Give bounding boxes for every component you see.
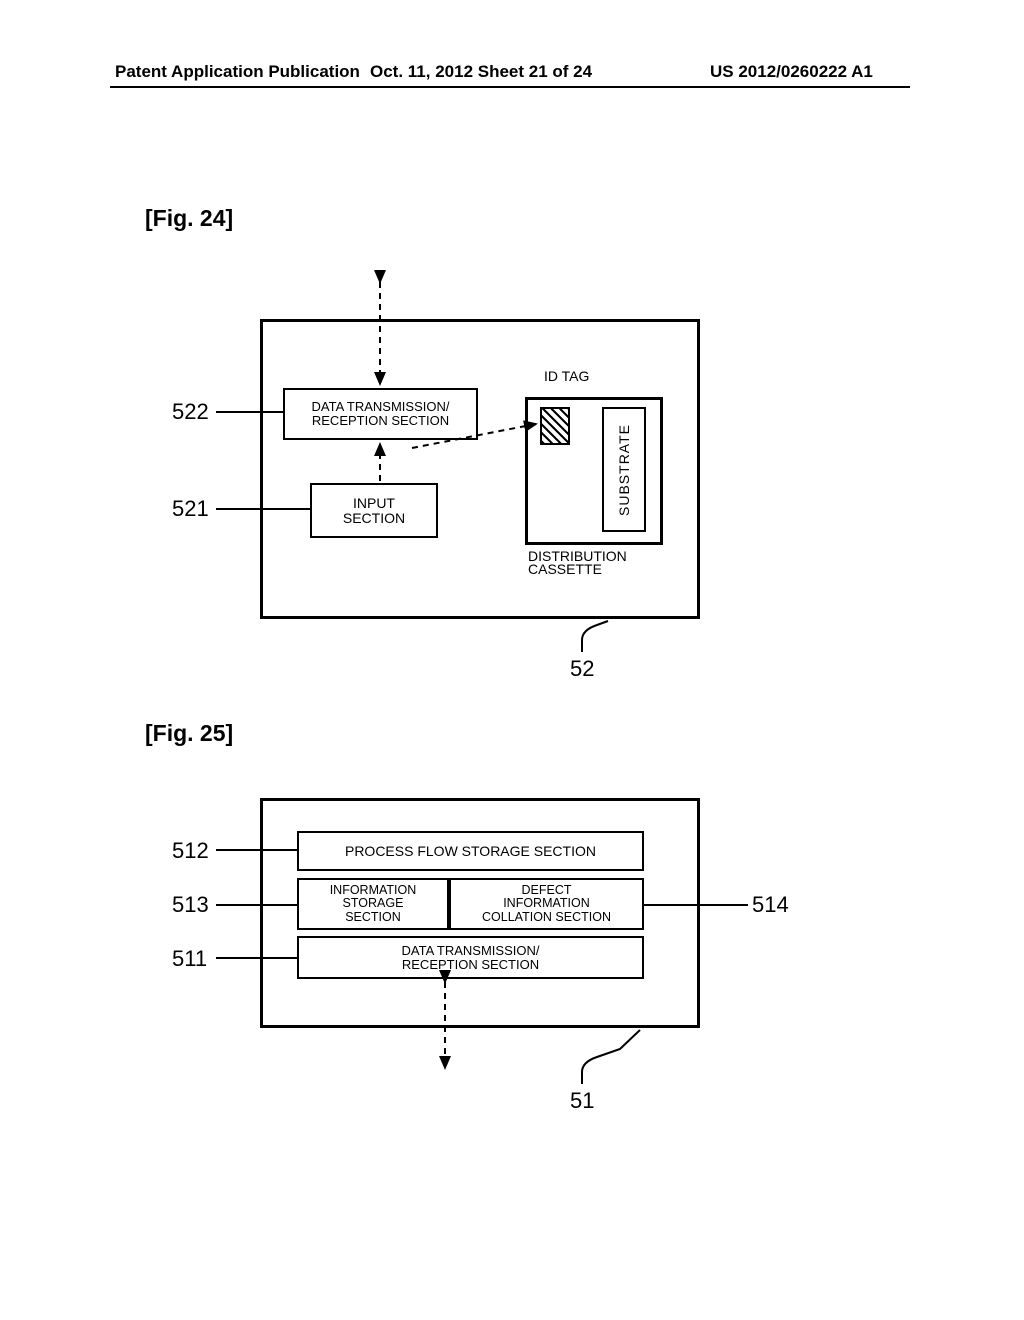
header-rule <box>110 86 910 88</box>
diagram-arrows <box>0 0 1024 1320</box>
fig25-ref-511: 511 <box>172 946 207 972</box>
page: Patent Application Publication Oct. 11, … <box>0 0 1024 1320</box>
fig25-infostorage-box: INFORMATION STORAGE SECTION <box>297 878 449 930</box>
header-left: Patent Application Publication <box>115 62 360 82</box>
fig24-label: [Fig. 24] <box>145 205 233 232</box>
fig24-idtag-label: ID TAG <box>544 368 589 384</box>
fig24-idtag-box <box>540 407 570 445</box>
fig25-defect-box: DEFECT INFORMATION COLLATION SECTION <box>449 878 644 930</box>
fig25-ref-51: 51 <box>570 1088 594 1114</box>
fig25-data-trx-box: DATA TRANSMISSION/ RECEPTION SECTION <box>297 936 644 979</box>
fig25-label: [Fig. 25] <box>145 720 233 747</box>
fig24-substrate-box: SUBSTRATE <box>602 407 646 532</box>
fig25-ref-514: 514 <box>752 892 789 918</box>
fig25-processflow-box: PROCESS FLOW STORAGE SECTION <box>297 831 644 871</box>
header-center: Oct. 11, 2012 Sheet 21 of 24 <box>370 62 592 82</box>
fig25-ref-513: 513 <box>172 892 209 918</box>
fig24-input-box: INPUT SECTION <box>310 483 438 538</box>
fig24-ref-521: 521 <box>172 496 209 522</box>
fig24-cassette-label: DISTRIBUTION CASSETTE <box>528 550 627 577</box>
header-right: US 2012/0260222 A1 <box>710 62 873 82</box>
fig24-substrate-label: SUBSTRATE <box>617 424 632 516</box>
fig24-ref-522: 522 <box>172 399 209 425</box>
fig25-ref-512: 512 <box>172 838 209 864</box>
fig24-data-trx-box: DATA TRANSMISSION/ RECEPTION SECTION <box>283 388 478 440</box>
fig24-ref-52: 52 <box>570 656 594 682</box>
